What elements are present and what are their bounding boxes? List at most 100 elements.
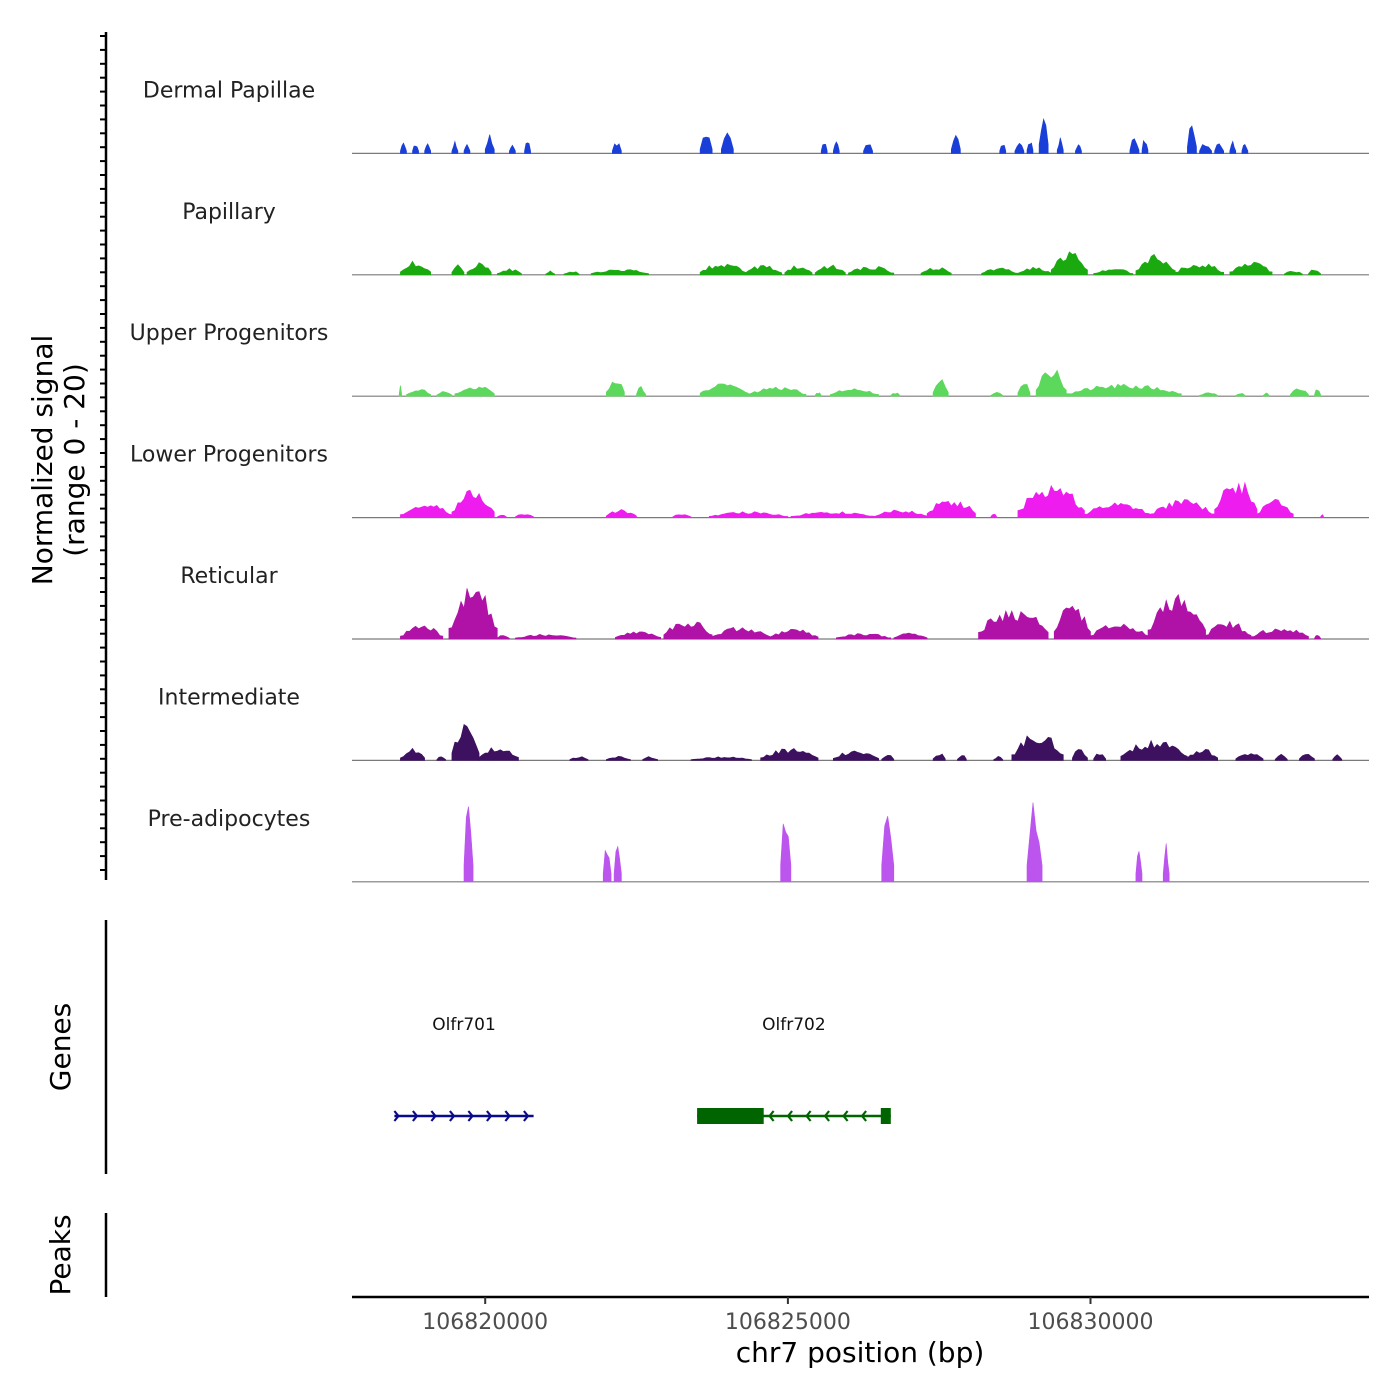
coverage-peak bbox=[406, 389, 431, 397]
coverage-peak bbox=[814, 392, 822, 397]
strand-arrow bbox=[430, 1110, 437, 1122]
coverage-peak bbox=[1026, 142, 1034, 154]
track-reticular: Reticular bbox=[180, 564, 1369, 640]
track-upper-progenitors: Upper Progenitors bbox=[130, 321, 1369, 397]
y-axis-subtitle: (range 0 - 20) bbox=[58, 363, 91, 557]
coverage-peak bbox=[1235, 753, 1264, 761]
coverage-peak bbox=[990, 513, 997, 518]
coverage-peak bbox=[748, 386, 807, 397]
coverage-peak bbox=[760, 748, 819, 761]
coverage-peak bbox=[563, 271, 580, 276]
coverage-peak bbox=[1135, 851, 1143, 883]
x-axis-title: chr7 position (bp) bbox=[736, 1336, 985, 1369]
coverage-peak bbox=[1093, 753, 1106, 761]
coverage-peak bbox=[920, 267, 952, 276]
track-label: Pre-adipocytes bbox=[148, 807, 311, 832]
coverage-peak bbox=[978, 609, 1049, 640]
coverage-peak bbox=[466, 262, 492, 276]
strand-arrow bbox=[393, 1110, 400, 1122]
coverage-peak bbox=[881, 754, 895, 761]
coverage-peak bbox=[999, 144, 1007, 154]
strand-arrow bbox=[467, 1110, 474, 1122]
strand-arrow bbox=[823, 1110, 830, 1122]
coverage-peak bbox=[606, 755, 631, 761]
coverage-peak bbox=[863, 144, 873, 154]
track-label: Papillary bbox=[182, 200, 276, 225]
coverage-peak bbox=[463, 806, 474, 883]
coverage-peak bbox=[1056, 137, 1064, 154]
coverage-peak bbox=[448, 588, 498, 640]
coverage-peak bbox=[1017, 266, 1052, 276]
coverage-peak bbox=[784, 265, 813, 276]
coverage-peak bbox=[509, 144, 516, 154]
coverage-peak bbox=[400, 747, 425, 761]
coverage-peak bbox=[1084, 502, 1152, 518]
coverage-peak bbox=[497, 268, 522, 276]
coverage-peak bbox=[451, 724, 480, 761]
coverage-peak bbox=[769, 628, 819, 640]
x-tick-label: 106820000 bbox=[422, 1310, 548, 1335]
coverage-peak bbox=[515, 514, 534, 518]
coverage-peak bbox=[1147, 593, 1206, 640]
x-tick-label: 106825000 bbox=[725, 1310, 851, 1335]
coverage-peak bbox=[436, 391, 453, 397]
coverage-peak bbox=[814, 264, 846, 276]
coverage-peak bbox=[1256, 498, 1294, 518]
coverage-peak bbox=[1229, 261, 1273, 276]
strand-arrow bbox=[412, 1110, 419, 1122]
coverage-peak bbox=[663, 621, 713, 640]
coverage-peak bbox=[1199, 144, 1212, 154]
coverage-peak bbox=[1229, 140, 1237, 154]
coverage-peak bbox=[1141, 139, 1149, 154]
coverage-peak bbox=[497, 635, 510, 640]
gene-label: Olfr701 bbox=[432, 1015, 496, 1035]
coverage-peak bbox=[1120, 739, 1188, 761]
signal-axis-ticks bbox=[100, 35, 106, 871]
coverage-tracks: Dermal Papillae Papillary Upper Progenitor… bbox=[130, 78, 1369, 883]
track-label: Lower Progenitors bbox=[130, 443, 328, 468]
coverage-peak bbox=[1274, 753, 1288, 761]
coverage-peak bbox=[1262, 392, 1270, 397]
coverage-peak bbox=[957, 755, 967, 761]
genes-panel-title: Genes bbox=[44, 1003, 77, 1091]
coverage-peak bbox=[1017, 384, 1031, 397]
coverage-peak bbox=[451, 264, 465, 276]
coverage-peak bbox=[881, 816, 895, 883]
coverage-peak bbox=[612, 143, 622, 154]
gene-olfr702: Olfr702 bbox=[697, 1015, 891, 1124]
coverage-peak bbox=[1320, 514, 1324, 518]
coverage-peak bbox=[1150, 499, 1215, 518]
coverage-peak bbox=[613, 845, 622, 883]
coverage-peak bbox=[524, 142, 531, 154]
coverage-peak bbox=[1332, 754, 1343, 761]
coverage-peak bbox=[780, 823, 792, 883]
strand-arrow bbox=[504, 1110, 511, 1122]
coverage-peak bbox=[1014, 142, 1025, 154]
coverage-peak bbox=[699, 263, 746, 276]
coverage-peak bbox=[590, 269, 649, 276]
coverage-peak bbox=[1187, 748, 1218, 761]
coverage-peak bbox=[1090, 623, 1149, 640]
coverage-peak bbox=[436, 756, 447, 761]
coverage-peak bbox=[1038, 117, 1049, 154]
coverage-peak bbox=[836, 633, 892, 640]
coverage-peak bbox=[454, 386, 495, 397]
coverage-peak bbox=[721, 132, 734, 154]
coverage-peak bbox=[699, 136, 713, 154]
strand-arrow bbox=[786, 1110, 793, 1122]
coverage-peak bbox=[1214, 481, 1258, 518]
coverage-peak bbox=[400, 625, 444, 640]
coverage-peak bbox=[820, 143, 828, 154]
coverage-peak bbox=[615, 631, 661, 640]
coverage-peak bbox=[745, 265, 783, 276]
coverage-peak bbox=[1290, 388, 1309, 397]
peaks-panel-title: Peaks bbox=[44, 1214, 77, 1295]
coverage-peak bbox=[497, 514, 507, 518]
track-label: Dermal Papillae bbox=[143, 78, 315, 103]
coverage-peak bbox=[1053, 605, 1091, 640]
coverage-peak bbox=[400, 142, 407, 154]
coverage-peak bbox=[1093, 269, 1134, 276]
coverage-peak bbox=[1235, 393, 1246, 397]
gene-label: Olfr702 bbox=[762, 1015, 826, 1035]
